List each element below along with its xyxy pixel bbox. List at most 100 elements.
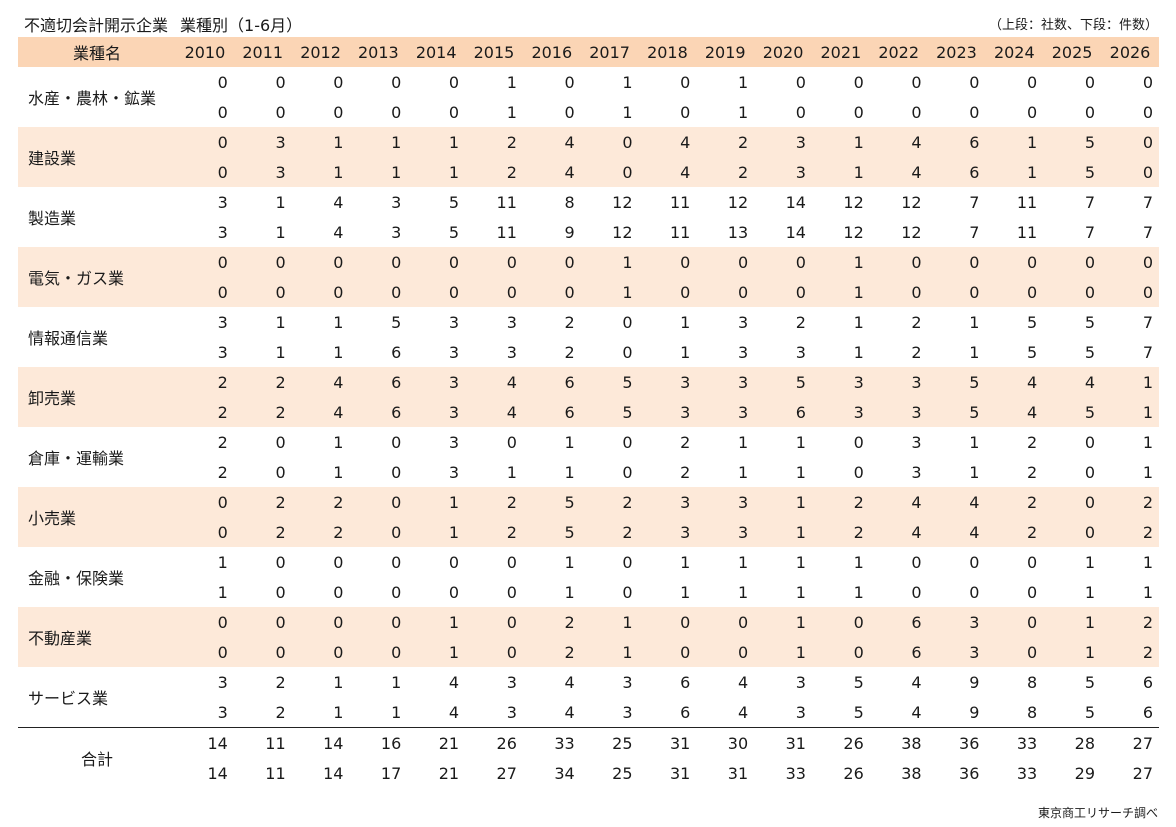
- company-count-cell: 3: [869, 367, 928, 397]
- header-year: 2020: [754, 37, 812, 67]
- header-year: 2015: [465, 37, 523, 67]
- table-row: 建設業 0 3 1 1 1 2 4 0 4 2 3 1 4 6 1 5 0: [18, 127, 1159, 187]
- company-count-cell: 0: [275, 72, 286, 92]
- company-count-cell: 0: [853, 72, 864, 92]
- company-count-cell: 3: [407, 367, 466, 397]
- company-count-cell: 1: [407, 607, 466, 637]
- company-count-cell: 0: [275, 432, 286, 452]
- company-count-cell: 1: [564, 552, 575, 572]
- case-count-cell: 0: [1027, 582, 1038, 602]
- case-count-cell: 0: [969, 102, 980, 122]
- company-count-cell: 2: [275, 672, 286, 692]
- company-count-cell: 26: [811, 727, 870, 758]
- case-count-cell: 1: [969, 462, 980, 482]
- case-count-cell: 1: [795, 582, 806, 602]
- case-count-cell: 3: [737, 342, 749, 362]
- table-row: 倉庫・運輸業 2 0 1 0 3 0 1 0 2 1 1 0 3 1 2 0 1: [18, 427, 1159, 469]
- case-count-cell: 4: [448, 702, 460, 722]
- case-count-cell: 0: [622, 582, 633, 602]
- company-count-cell: 6: [1142, 672, 1153, 692]
- company-count-cell: 14: [176, 727, 234, 758]
- case-count-cell: 0: [696, 277, 755, 307]
- case-count-cell: 1: [853, 342, 864, 362]
- company-count-cell: 14: [291, 727, 350, 758]
- company-count-cell: 3: [506, 312, 517, 332]
- table-row: 情報通信業 3 1 1 5 3 3 2 0 1 3 2 1 2 1 5 5 7: [18, 307, 1159, 349]
- company-count-cell: 0: [176, 487, 234, 517]
- case-count-cell: 0: [1043, 277, 1102, 307]
- case-count-cell: 1: [737, 582, 749, 602]
- case-count-cell: 9: [969, 702, 980, 722]
- title-sub: 業種別（1-6月）: [180, 16, 303, 35]
- case-count-cell: 1: [795, 462, 806, 482]
- case-count-cell: 0: [349, 517, 408, 547]
- case-count-cell: 5: [927, 397, 986, 427]
- case-count-cell: 2: [911, 342, 922, 362]
- company-count-cell: 0: [217, 72, 228, 92]
- case-count-cell: 0: [349, 277, 408, 307]
- company-count-cell: 0: [506, 432, 517, 452]
- company-count-cell: 1: [811, 247, 870, 277]
- company-count-cell: 31: [754, 727, 812, 758]
- company-count-cell: 1: [754, 487, 812, 517]
- case-count-cell: 12: [612, 222, 633, 242]
- case-count-cell: 3: [795, 702, 806, 722]
- company-count-cell: 2: [795, 312, 806, 332]
- case-count-cell: 0: [1142, 102, 1153, 122]
- industry-name: 製造業: [28, 209, 77, 228]
- case-count-cell: 3: [696, 397, 755, 427]
- company-count-cell: 7: [969, 192, 980, 212]
- case-count-cell: 1: [391, 702, 402, 722]
- company-count-cell: 0: [564, 72, 575, 92]
- case-count-cell: 27: [496, 763, 517, 783]
- case-count-cell: 1: [969, 342, 980, 362]
- company-count-cell: 1: [853, 552, 864, 572]
- company-count-cell: 2: [291, 487, 350, 517]
- case-count-cell: 3: [506, 342, 517, 362]
- case-count-cell: 26: [843, 763, 864, 783]
- case-count-cell: 36: [959, 763, 980, 783]
- case-count-cell: 1: [506, 462, 517, 482]
- case-count-cell: 5: [1043, 397, 1102, 427]
- company-count-cell: 0: [580, 127, 639, 157]
- case-count-cell: 3: [754, 157, 812, 187]
- case-count-cell: 3: [217, 702, 228, 722]
- company-count-cell: 3: [448, 432, 460, 452]
- case-count-cell: 0: [985, 637, 1044, 667]
- header-year: 2026: [1101, 37, 1159, 67]
- case-count-cell: 1: [506, 102, 517, 122]
- industry-name: サービス業: [28, 689, 109, 708]
- industry-name: 卸売業: [18, 367, 177, 427]
- case-count-cell: 0: [1043, 517, 1102, 547]
- company-count-cell: 2: [911, 312, 922, 332]
- company-count-cell: 5: [1027, 312, 1038, 332]
- case-count-cell: 5: [1084, 342, 1096, 362]
- case-count-cell: 8: [1027, 702, 1038, 722]
- company-count-cell: 0: [911, 72, 922, 92]
- company-count-cell: 2: [465, 127, 523, 157]
- company-count-cell: 11: [669, 192, 691, 212]
- case-count-cell: 3: [506, 702, 517, 722]
- header-year: 2012: [291, 37, 350, 67]
- company-count-cell: 11: [496, 192, 517, 212]
- case-count-cell: 1: [580, 277, 639, 307]
- company-count-cell: 1: [580, 607, 639, 637]
- case-count-cell: 0: [969, 582, 980, 602]
- company-count-cell: 2: [680, 432, 691, 452]
- table-row: 3 1 4 3 5 11 9 12 11 13 14 12 12 7 11 7 7: [18, 217, 1159, 247]
- table-row: 金融・保険業 1 0 0 0 0 0 1 0 1 1 1 1 0 0 0 1 1: [18, 547, 1159, 589]
- case-count-cell: 0: [448, 102, 460, 122]
- company-count-cell: 1: [680, 552, 691, 572]
- header-year: 2018: [638, 37, 697, 67]
- company-count-cell: 4: [869, 487, 928, 517]
- company-count-cell: 0: [969, 552, 980, 572]
- case-count-cell: 33: [785, 763, 806, 783]
- industry-name: 金融・保険業: [28, 569, 125, 588]
- company-count-cell: 3: [217, 192, 228, 212]
- company-count-cell: 0: [638, 247, 697, 277]
- case-count-cell: 1: [407, 637, 466, 667]
- company-count-cell: 12: [612, 192, 633, 212]
- company-count-cell: 36: [927, 727, 986, 758]
- case-count-cell: 1: [754, 637, 812, 667]
